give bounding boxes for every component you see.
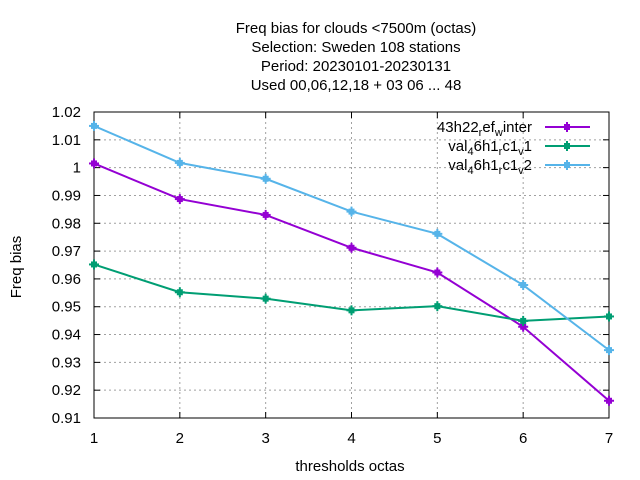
y-tick-label: 1.01 (52, 132, 81, 149)
legend-item: val46h1rc1v1 (448, 138, 590, 158)
series-2 (89, 259, 614, 326)
data-point (518, 280, 529, 291)
data-point (260, 293, 271, 304)
title-line: Selection: Sweden 108 stations (251, 39, 460, 56)
x-tick-label: 5 (433, 430, 441, 447)
data-point (432, 228, 443, 239)
y-tick-label: 0.91 (52, 410, 81, 427)
series-3 (89, 120, 614, 356)
y-tick-label: 0.97 (52, 243, 81, 260)
chart-title: Freq bias for clouds <7500m (octas) Selec… (236, 20, 477, 94)
x-tick-label: 3 (261, 430, 269, 447)
data-point (89, 158, 99, 169)
y-axis-label: Freq bias (8, 236, 25, 299)
data-point (432, 301, 443, 312)
legend-marker (562, 160, 572, 170)
title-line: Period: 20230101-20230131 (261, 58, 451, 75)
data-point (346, 206, 357, 217)
y-tick-label: 0.96 (52, 271, 81, 288)
y-tick-label: 0.98 (52, 215, 81, 232)
data-point (89, 259, 99, 270)
legend-label: val46h1rc1v2 (448, 157, 532, 177)
legend-marker (562, 141, 572, 151)
y-tick-label: 0.93 (52, 354, 81, 371)
data-point (174, 157, 185, 168)
data-point (604, 345, 614, 356)
data-point (604, 311, 614, 322)
y-tick-label: 1.02 (52, 104, 81, 121)
data-point (346, 305, 357, 316)
x-tick-label: 2 (176, 430, 184, 447)
y-tick-label: 0.94 (52, 327, 81, 344)
legend-item: val46h1rc1v2 (448, 157, 590, 177)
data-point (174, 194, 185, 205)
x-tick-label: 1 (90, 430, 98, 447)
data-point (260, 209, 271, 220)
legend-label: val46h1rc1v1 (448, 138, 532, 158)
title-line: Used 00,06,12,18 + 03 06 ... 48 (251, 77, 462, 94)
data-point (260, 173, 271, 184)
axis-ticks: 0.91 0.92 0.93 0.94 0.95 0.96 0.97 0.98 0.99 1 1.0… (52, 104, 613, 447)
y-tick-label: 0.99 (52, 187, 81, 204)
x-tick-label: 7 (605, 430, 613, 447)
x-tick-label: 4 (347, 430, 355, 447)
y-tick-label: 1 (73, 160, 81, 177)
data-point (432, 267, 443, 278)
legend-item: 43h22refwinter (437, 119, 590, 139)
data-point (604, 395, 614, 406)
data-point (518, 315, 529, 326)
x-axis-label: thresholds octas (295, 458, 404, 475)
data-point (174, 287, 185, 298)
y-tick-label: 0.95 (52, 299, 81, 316)
data-point (346, 242, 357, 253)
title-line: Freq bias for clouds <7500m (octas) (236, 20, 477, 37)
legend-label: 43h22refwinter (437, 119, 532, 139)
data-point (89, 120, 99, 131)
series-lines (89, 120, 614, 406)
x-tick-label: 6 (519, 430, 527, 447)
y-tick-label: 0.92 (52, 382, 81, 399)
legend-marker (562, 122, 572, 132)
